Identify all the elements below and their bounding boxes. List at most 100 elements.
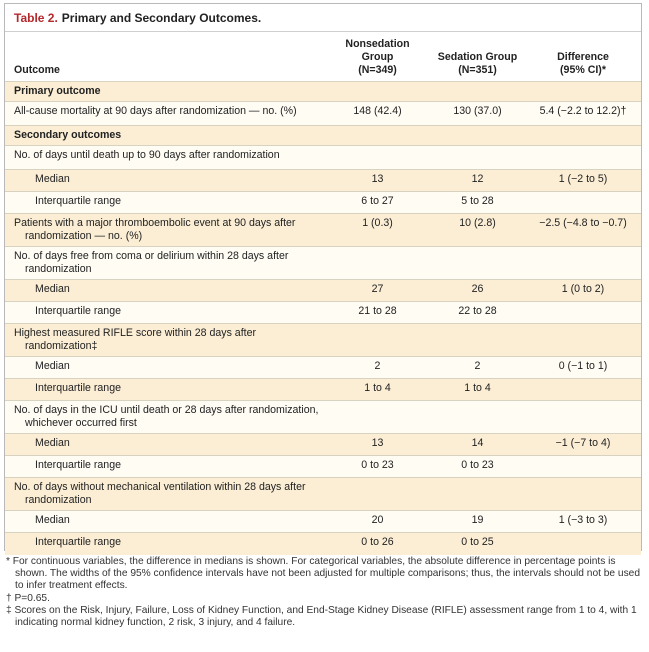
table-row: Median 2 2 0 (−1 to 1)	[5, 356, 641, 379]
nonsedation-value: 0 to 23	[361, 459, 394, 471]
difference-value	[525, 533, 641, 555]
table-row: Median 13 14 −1 (−7 to 4)	[5, 433, 641, 456]
table-row: Interquartile range 0 to 26 0 to 25	[5, 532, 641, 555]
footnote-dagger: † P=0.65.	[6, 592, 50, 604]
row-label: Interquartile range	[35, 195, 121, 207]
footnote-double-dagger: ‡ Scores on the Risk, Injury, Failure, L…	[6, 604, 637, 629]
table-row: Median 13 12 1 (−2 to 5)	[5, 169, 641, 192]
difference-value	[525, 302, 641, 324]
table-label: Table 2.	[14, 10, 58, 25]
difference-value: −2.5 (−4.8 to −0.7)	[539, 217, 627, 229]
row-label: Median	[35, 437, 70, 449]
sedation-value	[430, 126, 525, 146]
header-difference-ci: (95% CI)*	[560, 64, 606, 76]
table-row: No. of days without mechanical ventilati…	[5, 477, 641, 511]
nonsedation-value	[325, 247, 430, 280]
row-label: Secondary outcomes	[14, 129, 122, 141]
sedation-value	[430, 324, 525, 357]
section-row: Primary outcome	[5, 81, 641, 102]
row-label: Median	[35, 173, 70, 185]
difference-value: 1 (0 to 2)	[561, 283, 605, 295]
header-row: Outcome Nonsedation Group (N=349) Sedati…	[5, 32, 641, 82]
nonsedation-value: 20	[371, 514, 384, 526]
table-row: No. of days free from coma or delirium w…	[5, 246, 641, 280]
sedation-value: 26	[471, 283, 484, 295]
sedation-value	[430, 401, 525, 434]
row-label: Primary outcome	[14, 85, 101, 97]
table-row: Median 27 26 1 (0 to 2)	[5, 279, 641, 302]
row-label: Interquartile range	[35, 459, 121, 471]
row-label: Highest measured RIFLE score within 28 d…	[14, 327, 257, 352]
difference-value: −1 (−7 to 4)	[555, 437, 611, 449]
table-row: Highest measured RIFLE score within 28 d…	[5, 323, 641, 357]
table-row: Interquartile range 1 to 4 1 to 4	[5, 378, 641, 401]
header-outcome: Outcome	[14, 64, 60, 76]
header-sedation-name: Sedation Group	[437, 51, 518, 63]
row-label: Median	[35, 360, 70, 372]
header-difference: Difference (95% CI)*	[525, 32, 641, 82]
nonsedation-value	[325, 401, 430, 434]
table-row: Interquartile range 21 to 28 22 to 28	[5, 301, 641, 324]
header-difference-name: Difference	[557, 51, 609, 63]
nonsedation-value: 21 to 28	[358, 305, 397, 317]
row-label: No. of days until death up to 90 days af…	[14, 149, 280, 161]
sedation-value: 0 to 25	[461, 536, 494, 548]
difference-value: 5.4 (−2.2 to 12.2)†	[539, 105, 627, 117]
table-row: Interquartile range 0 to 23 0 to 23	[5, 455, 641, 478]
row-label: All-cause mortality at 90 days after ran…	[14, 105, 297, 117]
difference-value	[525, 82, 641, 102]
table-title: Primary and Secondary Outcomes.	[61, 10, 262, 25]
nonsedation-value	[325, 82, 430, 102]
sedation-value: 14	[471, 437, 484, 449]
header-nonsedation: Nonsedation Group (N=349)	[325, 32, 430, 82]
table-row: Median 20 19 1 (−3 to 3)	[5, 510, 641, 533]
difference-value: 1 (−2 to 5)	[558, 173, 608, 185]
difference-value	[525, 478, 641, 511]
table-row: All-cause mortality at 90 days after ran…	[5, 101, 641, 126]
sedation-value	[430, 146, 525, 170]
sedation-value: 12	[471, 173, 484, 185]
table-row: No. of days in the ICU until death or 28…	[5, 400, 641, 434]
difference-value	[525, 324, 641, 357]
footnotes: * For continuous variables, the differen…	[6, 556, 642, 629]
header-nonsedation-name: Nonsedation Group	[345, 38, 410, 63]
row-label: Patients with a major thromboembolic eve…	[14, 217, 296, 242]
sedation-value: 10 (2.8)	[459, 217, 496, 229]
sedation-value: 130 (37.0)	[453, 105, 502, 117]
row-label: Interquartile range	[35, 536, 121, 548]
sedation-value: 2	[474, 360, 481, 372]
table-body: Primary outcome All-cause mortality at 90…	[5, 81, 641, 555]
nonsedation-value: 6 to 27	[361, 195, 394, 207]
header-sedation-n: (N=351)	[458, 64, 497, 76]
nonsedation-value: 13	[371, 437, 384, 449]
table-row: No. of days until death up to 90 days af…	[5, 145, 641, 170]
nonsedation-value: 2	[374, 360, 381, 372]
difference-value	[525, 247, 641, 280]
header-sedation: Sedation Group (N=351)	[430, 32, 525, 82]
row-label: No. of days in the ICU until death or 28…	[14, 404, 319, 429]
difference-value: 1 (−3 to 3)	[558, 514, 608, 526]
difference-value: 0 (−1 to 1)	[558, 360, 608, 372]
nonsedation-value: 148 (42.4)	[353, 105, 402, 117]
sedation-value	[430, 247, 525, 280]
difference-value	[525, 192, 641, 214]
nonsedation-value: 1 to 4	[364, 382, 391, 394]
sedation-value: 0 to 23	[461, 459, 494, 471]
table-frame: Table 2. Primary and Secondary Outcomes.…	[4, 3, 642, 555]
difference-value	[525, 379, 641, 401]
sedation-value	[430, 478, 525, 511]
difference-value	[525, 401, 641, 434]
row-label: Median	[35, 283, 70, 295]
difference-value	[525, 126, 641, 146]
row-label: No. of days free from coma or delirium w…	[14, 250, 289, 275]
footnote-asterisk: * For continuous variables, the differen…	[6, 556, 641, 592]
nonsedation-value	[325, 324, 430, 357]
difference-value	[525, 456, 641, 478]
nonsedation-value: 0 to 26	[361, 536, 394, 548]
outcomes-table: Outcome Nonsedation Group (N=349) Sedati…	[5, 32, 641, 555]
section-row: Secondary outcomes	[5, 125, 641, 146]
difference-value	[525, 146, 641, 170]
nonsedation-value	[325, 126, 430, 146]
nonsedation-value	[325, 478, 430, 511]
table-caption: Table 2. Primary and Secondary Outcomes.	[5, 4, 641, 32]
